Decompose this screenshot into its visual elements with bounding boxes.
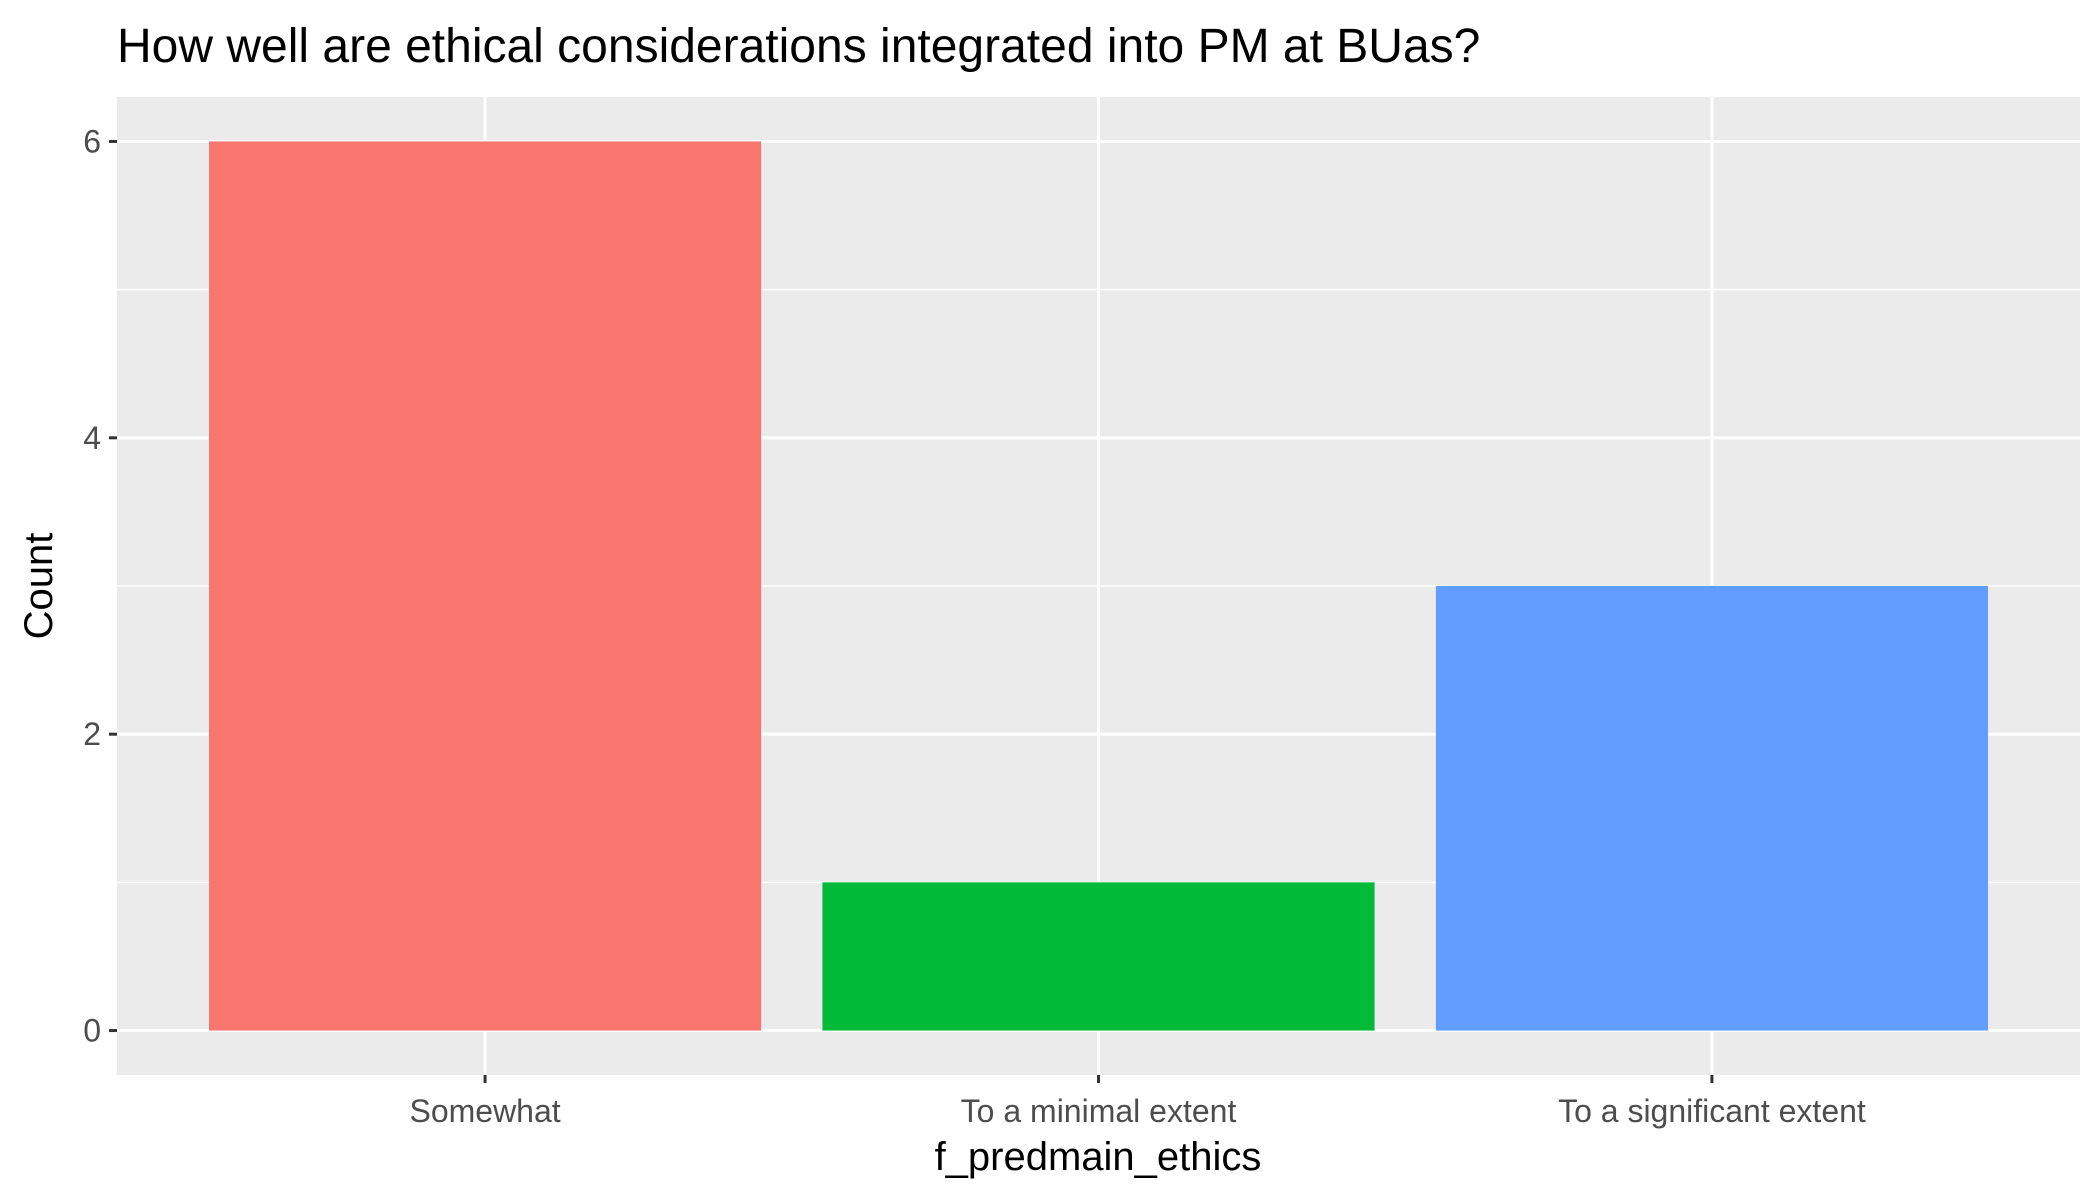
x-axis: Somewhat To a minimal extent To a signific… [409,1075,1866,1129]
y-tick-label: 4 [83,420,101,456]
y-axis-title: Count [17,533,61,640]
bars [209,141,1988,1031]
bar [822,882,1375,1031]
x-tick-label: To a minimal extent [961,1093,1237,1129]
y-tick-label: 6 [83,123,101,159]
x-tick-label: To a significant extent [1558,1093,1866,1129]
bar [209,141,762,1031]
chart-title: How well are ethical considerations inte… [117,20,1480,73]
x-axis-title: f_predmain_ethics [935,1135,1262,1179]
y-tick-label: 2 [83,716,101,752]
y-axis: 0 2 4 6 [83,123,117,1049]
y-tick-label: 0 [83,1013,101,1049]
bar [1435,586,1988,1031]
x-tick-label: Somewhat [409,1093,560,1129]
